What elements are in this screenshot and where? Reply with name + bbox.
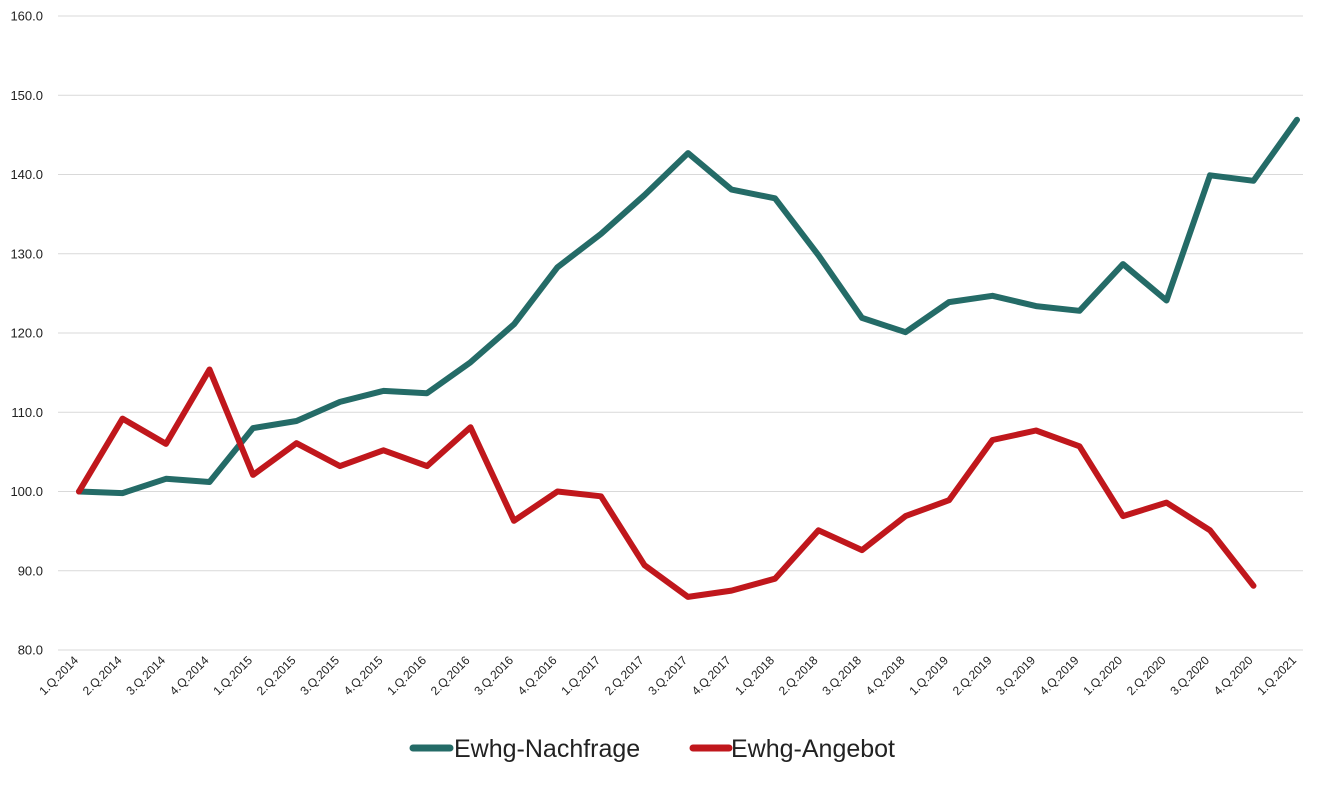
x-tick-label: 4.Q.2016 — [515, 653, 560, 698]
y-axis-tick-labels: 80.0 90.0 100.0 110.0 120.0 130.0 140.0 150.0 16… — [10, 9, 43, 658]
y-tick-label: 110.0 — [11, 405, 43, 420]
x-tick-label: 3.Q.2017 — [645, 653, 690, 698]
x-tick-label: 2.Q.2014 — [80, 653, 125, 698]
gridlines — [58, 15, 1303, 651]
legend-label: Ewhg-Nachfrage — [454, 735, 640, 763]
x-axis-tick-labels: 1.Q.20142.Q.20143.Q.20144.Q.20141.Q.2015… — [36, 653, 1299, 698]
y-tick-label: 160.0 — [10, 9, 43, 24]
x-tick-label: 3.Q.2020 — [1167, 653, 1212, 698]
x-tick-label: 2.Q.2016 — [428, 653, 473, 698]
x-tick-label: 2.Q.2019 — [950, 653, 995, 698]
x-tick-label: 3.Q.2014 — [123, 653, 168, 698]
series-lines — [76, 116, 1300, 600]
x-tick-label: 3.Q.2019 — [993, 653, 1038, 698]
x-tick-label: 2.Q.2015 — [254, 653, 299, 698]
x-tick-label: 2.Q.2018 — [776, 653, 821, 698]
x-tick-label: 1.Q.2018 — [732, 653, 777, 698]
x-tick-label: 1.Q.2020 — [1080, 653, 1125, 698]
x-tick-label: 1.Q.2021 — [1254, 653, 1299, 698]
y-tick-label: 100.0 — [10, 484, 43, 499]
x-tick-label: 1.Q.2017 — [558, 653, 603, 698]
y-tick-label: 150.0 — [10, 88, 43, 103]
x-tick-label: 1.Q.2015 — [210, 653, 255, 698]
x-tick-label: 4.Q.2019 — [1037, 653, 1082, 698]
x-tick-label: 1.Q.2019 — [906, 653, 951, 698]
x-tick-label: 3.Q.2018 — [819, 653, 864, 698]
legend-label: Ewhg-Angebot — [731, 735, 895, 763]
x-tick-label: 4.Q.2017 — [689, 653, 734, 698]
y-tick-label: 140.0 — [10, 167, 43, 182]
legend: Ewhg-Nachfrage Ewhg-Angebot — [409, 735, 895, 763]
x-tick-label: 4.Q.2020 — [1211, 653, 1256, 698]
y-tick-label: 120.0 — [10, 326, 43, 341]
x-tick-label: 1.Q.2014 — [36, 653, 81, 698]
x-tick-label: 2.Q.2020 — [1124, 653, 1169, 698]
y-tick-label: 90.0 — [18, 563, 43, 578]
series-line-nachfrage — [76, 116, 1300, 497]
x-tick-label: 3.Q.2015 — [297, 653, 342, 698]
y-tick-label: 80.0 — [18, 643, 43, 658]
y-tick-label: 130.0 — [10, 246, 43, 261]
series-line-angebot — [76, 366, 1257, 600]
x-tick-label: 1.Q.2016 — [384, 653, 429, 698]
x-tick-label: 4.Q.2018 — [863, 653, 908, 698]
x-tick-label: 2.Q.2017 — [602, 653, 647, 698]
x-tick-label: 4.Q.2015 — [341, 653, 386, 698]
x-tick-label: 3.Q.2016 — [471, 653, 516, 698]
x-tick-label: 4.Q.2014 — [167, 653, 212, 698]
